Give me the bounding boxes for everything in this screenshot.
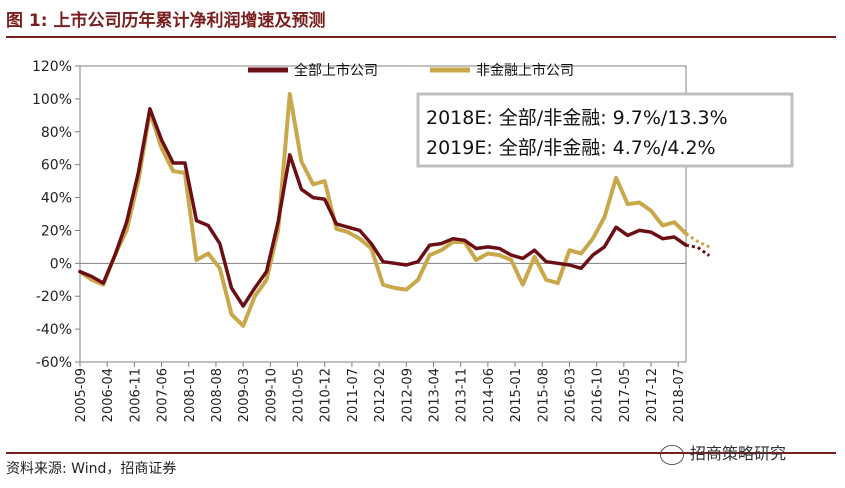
x-tick-label: 2011-07 — [346, 368, 361, 422]
y-tick-label: -60% — [36, 355, 72, 371]
x-tick-label: 2007-06 — [156, 368, 171, 422]
footer-divider — [6, 452, 836, 454]
y-tick-label: -20% — [36, 289, 72, 305]
y-tick-label: 60% — [41, 158, 72, 174]
x-tick-label: 2009-10 — [264, 368, 279, 422]
chart-title: 图 1: 上市公司历年累计净利润增速及预测 — [6, 11, 326, 31]
x-tick-label: 2013-04 — [428, 368, 443, 422]
watermark-text: 招商策略研究 — [690, 444, 787, 463]
x-tick-label: 2005-09 — [74, 368, 89, 422]
x-tick-label: 2015-01 — [509, 368, 524, 422]
legend-label: 全部上市公司 — [294, 62, 378, 79]
x-tick-label: 2012-02 — [373, 368, 388, 422]
legend-label: 非金融上市公司 — [476, 62, 574, 79]
y-tick-label: 40% — [41, 191, 72, 207]
x-tick-label: 2013-11 — [455, 368, 470, 422]
forecast-line-nonfin — [685, 232, 710, 249]
y-tick-label: 120% — [32, 59, 72, 75]
x-tick-label: 2010-12 — [319, 368, 334, 422]
forecast-line-all — [685, 243, 711, 257]
chart-legend: 全部上市公司 非金融上市公司 — [248, 62, 574, 79]
x-tick-label: 2008-08 — [210, 368, 225, 422]
x-tick-label: 2014-06 — [482, 368, 497, 422]
annotation-box — [416, 92, 794, 168]
y-tick-label: 0% — [50, 256, 72, 272]
chart: 120% 100% 80% 60% 40% 20% 0% -20% -40% -60%2005-0… — [32, 59, 794, 422]
chart-annotation: 2018E: 全部/非金融: 9.7%/13.3% 2019E: 全部/非金融: … — [416, 92, 794, 168]
x-tick-label: 2009-03 — [237, 368, 252, 422]
x-tick-label: 2016-10 — [591, 368, 606, 422]
x-tick-label: 2017-12 — [645, 368, 660, 422]
x-tick-label: 2017-05 — [618, 368, 633, 422]
series-line-nonfin — [78, 92, 688, 328]
x-tick-label: 2015-08 — [536, 368, 551, 422]
x-tick-label: 2006-04 — [101, 368, 116, 422]
x-tick-label: 2008-01 — [183, 368, 198, 422]
y-tick-label: 100% — [32, 92, 72, 108]
x-tick-label: 2016-03 — [563, 368, 578, 422]
y-tick-label: 20% — [41, 223, 72, 239]
chart-series — [78, 92, 711, 328]
x-tick-label: 2012-09 — [400, 368, 415, 422]
y-tick-label: 80% — [41, 125, 72, 141]
plot-frame — [79, 65, 687, 363]
title-divider — [6, 36, 836, 38]
x-tick-label: 2010-05 — [292, 368, 307, 422]
wechat-icon — [660, 444, 684, 465]
annotation-line: 2019E: 全部/非金融: 4.7%/4.2% — [426, 137, 716, 159]
x-tick-label: 2006-11 — [128, 368, 143, 422]
chart-axes: 120% 100% 80% 60% 40% 20% 0% -20% -40% -60%2005-0… — [32, 59, 687, 422]
annotation-line: 2018E: 全部/非金融: 9.7%/13.3% — [426, 107, 728, 129]
y-tick-label: -40% — [36, 322, 72, 338]
series-line-all — [78, 107, 688, 308]
watermark: 招商策略研究 — [660, 440, 786, 465]
x-tick-label: 2018-07 — [672, 368, 687, 422]
source-note: 资料来源: Wind，招商证券 — [6, 461, 177, 477]
